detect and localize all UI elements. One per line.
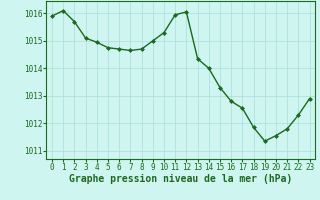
X-axis label: Graphe pression niveau de la mer (hPa): Graphe pression niveau de la mer (hPa) bbox=[69, 174, 292, 184]
